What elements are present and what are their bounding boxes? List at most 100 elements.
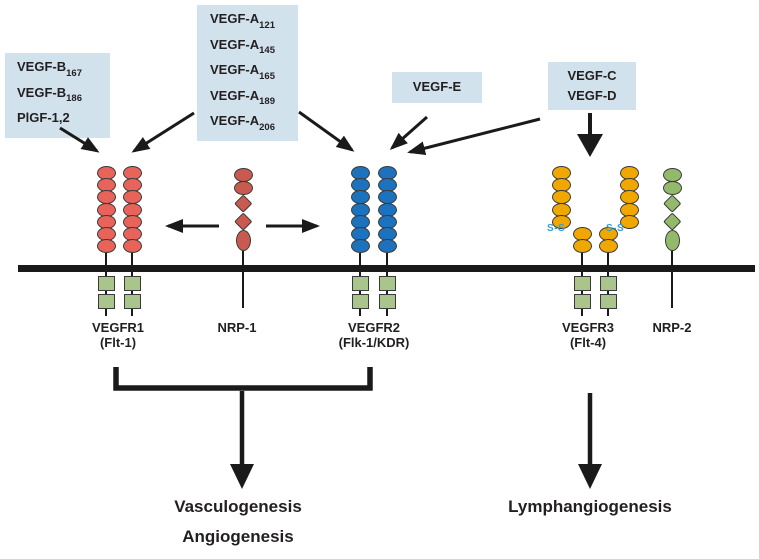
ligand-label: PlGF-1,2 <box>17 110 70 126</box>
receptor-stalk <box>385 253 389 277</box>
kinase-domain-stack <box>123 276 141 310</box>
receptor-label-nrp2: NRP-2 <box>612 320 732 335</box>
ligand-box-vegfc-vegfd: VEGF-C VEGF-D <box>548 62 636 110</box>
kinase-connector <box>358 291 362 295</box>
arrowhead-vegfcd-to-vegfr3 <box>577 134 603 157</box>
receptor-stalk <box>130 253 134 277</box>
ligand-label: VEGF-E <box>412 79 462 94</box>
ig-domain-stack <box>619 166 639 229</box>
ligand-box-vegfa: VEGF-A121 VEGF-A145 VEGF-A165 VEGF-A189 … <box>197 5 298 141</box>
kinase-connector <box>606 291 610 295</box>
receptor-tail <box>385 309 389 317</box>
oval-domain <box>233 168 253 182</box>
nrp-domain-stack <box>662 168 682 251</box>
ligand-label: VEGF-A165 <box>210 62 275 82</box>
oval-domain <box>662 168 682 182</box>
receptor-alias: (Flt-4) <box>569 335 607 350</box>
ligand-box-vegfb-plgf: VEGF-B167 VEGF-B186 PlGF-1,2 <box>5 53 110 138</box>
outcome-angiogenesis: Angiogenesis <box>182 527 294 546</box>
vegfr2-chain <box>350 166 370 317</box>
ig-domain-oval <box>350 239 370 254</box>
diamond-domain <box>663 211 681 230</box>
arrow-vegfa-to-vegfr1 <box>131 111 195 153</box>
kinase-connector <box>580 291 584 295</box>
ligand-label: VEGF-B186 <box>17 84 82 105</box>
oval-domain <box>662 180 682 195</box>
ligand-label: VEGF-A189 <box>210 87 275 108</box>
vegfr3-outer-arm <box>551 166 571 229</box>
receptor-label-vegfr1: VEGFR1 (Flt-1) <box>58 320 178 350</box>
vegfr3-outer-arm <box>619 166 639 229</box>
kinase-domain-stack <box>573 276 591 310</box>
receptor-tail <box>606 309 610 317</box>
diamond-domain <box>234 194 252 213</box>
receptor-tail <box>358 309 362 317</box>
kinase-domain-stack <box>351 276 369 310</box>
ig-domain-stack <box>96 166 116 254</box>
ig-domain-oval <box>96 239 116 254</box>
ig-domain-oval <box>572 239 592 254</box>
arrowhead-to-vasculogenesis <box>230 464 254 489</box>
arrow-vegfa-to-vegfr2 <box>298 110 355 152</box>
ig-domain-oval <box>122 239 142 254</box>
vegfr1-chain <box>122 166 142 317</box>
nrp1-chain <box>233 168 253 308</box>
disulfide-bond-label: S-S <box>547 223 566 234</box>
ig-domain-stack <box>377 166 397 254</box>
receptor-alias: (Flt-1) <box>99 335 137 350</box>
receptor-tail <box>130 309 134 317</box>
receptor-stalk <box>104 253 108 277</box>
outcome-vasculogenesis: Vasculogenesis <box>174 497 302 516</box>
ig-domain-stack <box>572 227 592 254</box>
nrp2-chain <box>662 168 682 308</box>
receptor-name: VEGFR3 <box>561 320 614 335</box>
ig-domain-stack <box>122 166 142 254</box>
kinase-domain-square <box>123 276 141 292</box>
kinase-domain-square <box>97 276 115 292</box>
kinase-domain-square <box>378 294 396 310</box>
receptor-label-vegfr3: VEGFR3 (Flt-4) <box>528 320 648 350</box>
kinase-domain-square <box>97 294 115 310</box>
kinase-domain-square <box>378 276 396 292</box>
diamond-domain <box>234 211 252 230</box>
kinase-domain-square <box>599 276 617 292</box>
kinase-domain-square <box>573 294 591 310</box>
tall-oval-domain <box>664 229 680 251</box>
receptor-stalk <box>606 253 610 277</box>
receptor-stalk <box>670 250 674 308</box>
ig-domain-oval <box>619 214 639 229</box>
ligand-label: VEGF-D <box>567 88 617 103</box>
receptor-name: NRP-1 <box>217 320 257 335</box>
receptor-name: VEGFR1 <box>91 320 144 335</box>
kinase-connector <box>130 291 134 295</box>
ig-domain-oval <box>598 239 618 254</box>
ig-domain-stack <box>551 166 571 229</box>
outcome-lymphangiogenesis: Lymphangiogenesis <box>508 497 672 516</box>
kinase-domain-square <box>351 276 369 292</box>
kinase-domain-square <box>351 294 369 310</box>
receptor-alias: (Flk-1/KDR) <box>338 335 410 350</box>
ligand-label: VEGF-A145 <box>210 36 275 57</box>
oval-domain <box>233 180 253 195</box>
receptor-label-vegfr2: VEGFR2 (Flk-1/KDR) <box>314 320 434 350</box>
receptor-name: NRP-2 <box>652 320 692 335</box>
vegfr3-chain <box>598 227 618 317</box>
kinase-domain-square <box>123 294 141 310</box>
tall-oval-domain <box>235 229 251 251</box>
ig-domain-stack <box>598 227 618 254</box>
kinase-domain-stack <box>378 276 396 310</box>
ligand-label: VEGF-B167 <box>17 59 82 79</box>
vegfr3-chain <box>572 227 592 317</box>
nrp-domain-stack <box>233 168 253 251</box>
receptor-name: VEGFR2 <box>347 320 400 335</box>
ligand-label: VEGF-A121 <box>210 11 275 31</box>
ligand-label: VEGF-A206 <box>210 113 275 133</box>
ig-domain-stack <box>350 166 370 254</box>
diamond-domain <box>663 194 681 213</box>
receptor-stalk <box>580 253 584 277</box>
kinase-domain-square <box>573 276 591 292</box>
ligand-label: VEGF-C <box>567 68 617 83</box>
kinase-domain-stack <box>97 276 115 310</box>
receptor-label-nrp1: NRP-1 <box>177 320 297 335</box>
